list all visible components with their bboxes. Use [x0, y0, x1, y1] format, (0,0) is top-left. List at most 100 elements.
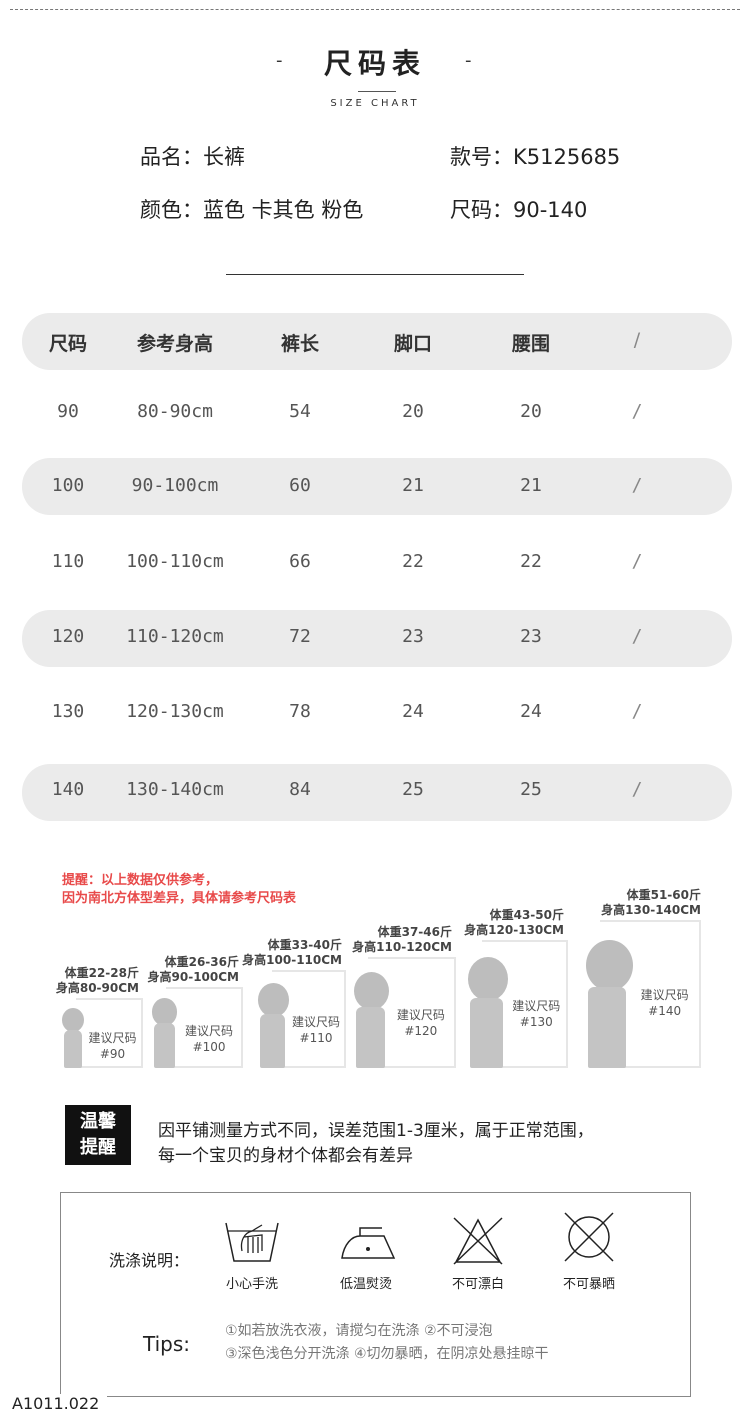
table-cell: 23 [520, 626, 542, 647]
suggest-label: 建议尺码 [640, 987, 689, 1002]
table-header-cell: 裤长 [280, 333, 319, 355]
child-body-icon [154, 1023, 175, 1068]
warm-tip-line-1: 因平铺测量方式不同，误差范围1-3厘米，属于正常范围， [158, 1121, 594, 1141]
figure-box [368, 957, 456, 1068]
child-body-icon [470, 997, 503, 1068]
table-cell: 54 [289, 401, 311, 422]
suggest-label: 建议尺码 [291, 1015, 340, 1030]
warm-tip-line-2: 每一个宝贝的身材个体都会有差异 [158, 1146, 413, 1166]
table-cell: / [631, 401, 643, 422]
figure-weight: 体重33-40斤 [267, 938, 342, 952]
top-dashed-divider [10, 9, 740, 10]
table-cell: / [631, 551, 643, 572]
table-cell: 110-120cm [126, 626, 224, 647]
figure-box [272, 970, 346, 1068]
table-cell: 20 [402, 401, 424, 422]
table-cell: 100-110cm [126, 551, 224, 572]
row-background [22, 610, 732, 667]
warm-tip-badge-line-1: 温馨 [80, 1111, 116, 1132]
table-cell: 60 [289, 475, 311, 496]
table-cell: 72 [289, 626, 311, 647]
suggest-size: #90 [99, 1046, 126, 1061]
figure-weight: 体重22-28斤 [64, 966, 139, 980]
title-dash-right: - [465, 50, 472, 71]
child-body-icon [64, 1029, 82, 1068]
table-cell: 130 [51, 701, 85, 722]
table-cell: 24 [520, 701, 542, 722]
warm-tip-badge: 温馨 提醒 [65, 1105, 131, 1165]
table-cell: 78 [289, 701, 311, 722]
no-bleach-icon [453, 1217, 503, 1265]
table-cell: 25 [402, 779, 424, 800]
figure-weight: 体重51-60斤 [626, 888, 701, 902]
table-cell: / [631, 626, 643, 647]
subtitle-divider [358, 91, 396, 92]
table-cell: 22 [402, 551, 424, 572]
child-head-icon [354, 972, 389, 1011]
figure-weight: 体重37-46斤 [377, 925, 452, 939]
tips-label: Tips: [143, 1332, 191, 1356]
child-head-icon [258, 983, 289, 1017]
tip-line-1: ①如若放洗衣液，请搅匀在洗涤 ②不可浸泡 [225, 1323, 493, 1339]
child-body-icon [356, 1006, 385, 1068]
figure-height: 身高100-110CM [242, 953, 342, 967]
table-cell: 21 [520, 475, 542, 496]
table-header-cell: 尺码 [48, 333, 87, 355]
table-cell: 90 [57, 401, 79, 422]
name-value: 长裤 [203, 145, 245, 169]
size-value: 90-140 [513, 198, 588, 222]
care-item-no-sun: 不可暴晒 [562, 1277, 615, 1292]
figure-height: 身高80-90CM [55, 981, 139, 995]
row-background [22, 458, 732, 515]
suggest-label: 建议尺码 [512, 998, 561, 1013]
table-cell: 130-140cm [126, 779, 224, 800]
table-cell: 66 [289, 551, 311, 572]
table-cell: 20 [520, 401, 542, 422]
figure-suggestion: 建议尺码 #90 [82, 1030, 143, 1062]
care-item-low-iron: 低温熨烫 [339, 1277, 392, 1292]
care-label: 洗涤说明： [109, 1251, 190, 1270]
figure-label: 体重43-50斤 身高120-130CM [464, 908, 564, 938]
product-colors: 颜色：蓝色 卡其色 粉色 [140, 194, 363, 224]
code-value: K5125685 [513, 145, 621, 169]
suggest-size: #100 [192, 1040, 226, 1055]
size-label: 尺码： [450, 198, 513, 222]
table-cell: 90-100cm [131, 475, 219, 496]
figure-height: 身高90-100CM [147, 970, 239, 984]
hand-wash-icon [225, 1222, 279, 1262]
name-label: 品名： [140, 145, 203, 169]
table-cell: 25 [520, 779, 542, 800]
suggest-size: #140 [648, 1003, 682, 1018]
page-subtitle: SIZE CHART [330, 98, 420, 109]
figure-label: 体重26-36斤 身高90-100CM [148, 955, 239, 985]
suggest-size: #130 [519, 1014, 553, 1029]
figure-box [166, 987, 243, 1068]
tip-line-2: ③深色浅色分开洗涤 ④切勿暴晒，在阴凉处悬挂晾干 [225, 1346, 549, 1362]
page-title: 尺码表 [323, 47, 426, 80]
figure-label: 体重37-46斤 身高110-120CM [352, 925, 452, 955]
care-item-hand-wash: 小心手洗 [225, 1277, 278, 1292]
suggest-size: #120 [404, 1023, 438, 1038]
reminder-line-1: 提醒：以上数据仅供参考， [62, 873, 219, 888]
code-label: 款号： [450, 145, 513, 169]
table-cell: / [631, 701, 643, 722]
color-label: 颜色： [140, 198, 203, 222]
child-head-icon [62, 1007, 84, 1032]
figure-suggestion: 建议尺码 #140 [628, 987, 701, 1019]
table-cell: 84 [289, 779, 311, 800]
child-head-icon [152, 997, 178, 1026]
table-cell: 120-130cm [126, 701, 224, 722]
info-divider [226, 274, 524, 275]
table-header-cell: 脚口 [393, 333, 432, 355]
suggest-label: 建议尺码 [185, 1024, 234, 1039]
table-cell: 24 [402, 701, 424, 722]
low-iron-icon [341, 1227, 396, 1259]
table-header-cell: / [633, 329, 641, 351]
figure-box [600, 920, 701, 1068]
figure-box [482, 940, 568, 1068]
table-cell: 23 [402, 626, 424, 647]
child-body-icon [588, 986, 627, 1068]
warm-tip-badge-line-2: 提醒 [80, 1137, 116, 1158]
care-instructions-box [60, 1192, 691, 1397]
figure-weight: 体重26-36斤 [164, 955, 239, 969]
